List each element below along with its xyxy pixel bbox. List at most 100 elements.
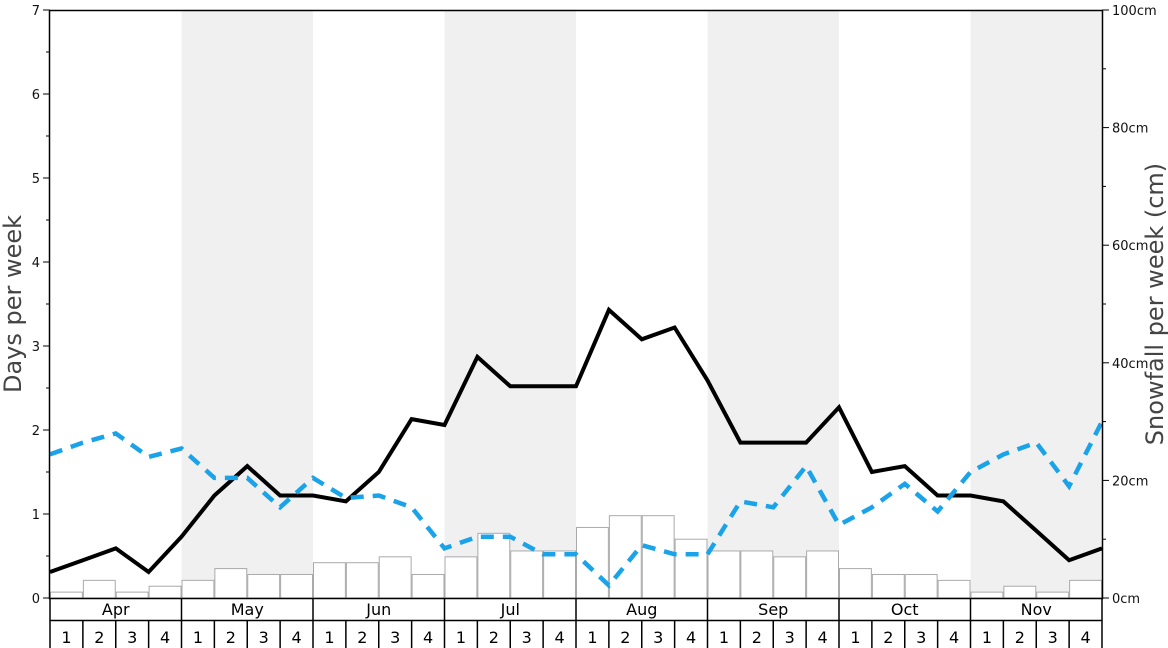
- snowfall-bar: [543, 550, 576, 599]
- left-tick-label: 0: [32, 592, 40, 607]
- left-tick-label: 5: [32, 172, 40, 187]
- left-tick-label: 1: [32, 508, 40, 523]
- snowfall-bar: [280, 573, 313, 599]
- snowfall-bar: [839, 568, 872, 599]
- month-band-nov: [970, 10, 1102, 598]
- right-tick-label: 40cm: [1112, 357, 1148, 372]
- snowfall-bar: [345, 562, 379, 599]
- right-y-axis: 0cm 20cm 40cm 60cm 80cm 100cm: [1102, 4, 1157, 607]
- snowfall-bar: [937, 579, 971, 599]
- snowfall-bar: [970, 591, 1004, 599]
- left-tick-label: 2: [32, 424, 40, 439]
- snowfall-bar: [82, 579, 116, 599]
- month-shading: [181, 10, 1102, 598]
- month-label: May: [231, 600, 264, 619]
- week-label: 2: [1015, 628, 1025, 647]
- snowfall-bar: [378, 556, 412, 599]
- week-label: 1: [850, 628, 860, 647]
- week-label: 1: [587, 628, 597, 647]
- snowfall-bar: [904, 573, 938, 599]
- week-label: 4: [554, 628, 564, 647]
- month-band-may: [181, 10, 313, 598]
- week-axis: 1 2 3 4 1 2 3 4 1 2 3 4 1 2 3 4 1 2 3 4 1 2 3 4 1 2 3 4 1 2 3 4: [49, 621, 1103, 648]
- solid-series-line: [49, 306, 1103, 575]
- left-tick-label: 3: [32, 340, 40, 355]
- week-label: 3: [390, 628, 400, 647]
- week-label: 4: [291, 628, 301, 647]
- month-label: Jul: [500, 600, 520, 619]
- right-tick-label: 80cm: [1112, 122, 1148, 137]
- week-label: 3: [127, 628, 137, 647]
- week-label: 1: [61, 628, 71, 647]
- week-label: 1: [719, 628, 729, 647]
- week-label: 3: [785, 628, 795, 647]
- week-label: 2: [489, 628, 499, 647]
- snowfall-bar: [411, 573, 445, 599]
- month-label: Aug: [626, 600, 657, 619]
- week-label: 3: [259, 628, 269, 647]
- snowfall-bar: [444, 556, 478, 599]
- snowfall-bar: [313, 562, 346, 599]
- snowfall-bar: [806, 550, 839, 599]
- snowfall-bar: [247, 573, 281, 599]
- snowfall-bar: [1003, 585, 1037, 599]
- left-tick-label: 4: [32, 256, 40, 271]
- month-label: Sep: [758, 600, 788, 619]
- left-axis-title: Days per week: [0, 215, 27, 393]
- month-label: Jun: [365, 600, 391, 619]
- week-label: 2: [620, 628, 630, 647]
- week-label: 4: [160, 628, 170, 647]
- snowfall-bar: [477, 532, 511, 599]
- right-tick-label: 100cm: [1112, 4, 1157, 19]
- snowfall-bar: [1069, 579, 1102, 599]
- week-label: 1: [324, 628, 334, 647]
- snowfall-bar: [148, 585, 182, 599]
- snowfall-bar: [641, 515, 675, 599]
- left-tick-label: 7: [32, 4, 40, 19]
- week-label: 2: [752, 628, 762, 647]
- snowfall-bar: [181, 579, 215, 599]
- week-label: 2: [226, 628, 236, 647]
- snowfall-bar: [608, 515, 642, 599]
- left-y-axis: 0 1 2 3 4 5 6 7: [32, 4, 50, 607]
- month-axis: Apr May Jun Jul Aug Sep Oct Nov: [49, 598, 1103, 622]
- week-label: 2: [883, 628, 893, 647]
- snowfall-bar: [1036, 591, 1070, 599]
- snowfall-bar: [773, 556, 807, 599]
- week-label: 4: [423, 628, 433, 647]
- snowfall-bar: [740, 550, 774, 599]
- month-label: Apr: [102, 600, 130, 619]
- week-label: 4: [1080, 628, 1090, 647]
- month-label: Nov: [1021, 600, 1052, 619]
- snowfall-bar: [214, 568, 248, 599]
- dashed-series-line: [49, 420, 1105, 589]
- right-tick-label: 0cm: [1112, 592, 1140, 607]
- week-label: 4: [686, 628, 696, 647]
- week-label: 3: [916, 628, 926, 647]
- snowfall-bar: [674, 538, 708, 599]
- snowfall-bar: [707, 550, 741, 599]
- week-label: 1: [982, 628, 992, 647]
- week-label: 3: [522, 628, 532, 647]
- week-label: 3: [1048, 628, 1058, 647]
- week-label: 2: [94, 628, 104, 647]
- snowfall-bar: [871, 573, 905, 599]
- snowfall-bars: [50, 515, 1102, 599]
- week-label: 1: [193, 628, 203, 647]
- month-label: Oct: [891, 600, 919, 619]
- week-label: 2: [357, 628, 367, 647]
- snowfall-bar: [50, 591, 83, 599]
- day-lines: [49, 306, 1105, 589]
- snowfall-bar: [115, 591, 149, 599]
- snowfall-bar: [510, 550, 544, 599]
- month-band-jul: [444, 10, 576, 598]
- right-tick-label: 60cm: [1112, 239, 1148, 254]
- month-band-sep: [707, 10, 839, 598]
- week-label: 4: [949, 628, 959, 647]
- right-axis-title: Snowfall per week (cm): [1141, 163, 1168, 445]
- week-label: 4: [817, 628, 827, 647]
- left-tick-label: 6: [32, 88, 40, 103]
- right-tick-label: 20cm: [1112, 474, 1148, 489]
- snowfall-bar: [576, 526, 609, 599]
